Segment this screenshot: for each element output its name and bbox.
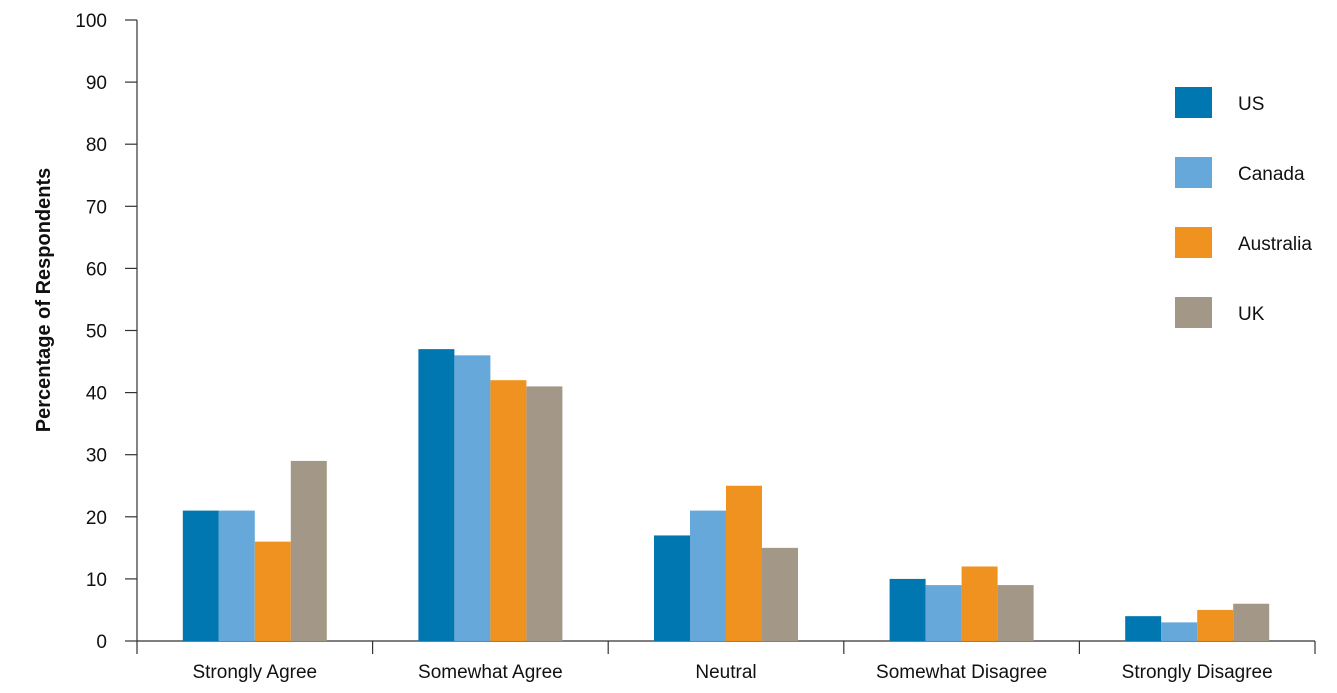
x-tick-label: Strongly Agree xyxy=(192,662,317,683)
bar-us xyxy=(654,535,690,641)
bar-canada xyxy=(218,510,255,641)
bar-uk xyxy=(290,460,327,641)
bar-uk xyxy=(1233,603,1270,641)
y-tick-label: 60 xyxy=(86,259,107,280)
bar-us xyxy=(418,349,455,641)
y-tick-label: 100 xyxy=(75,11,107,32)
y-tick-label: 90 xyxy=(86,73,107,94)
legend-swatch xyxy=(1175,227,1212,258)
bar-us xyxy=(182,510,219,641)
bar-uk xyxy=(762,547,798,641)
bar-canada xyxy=(925,585,962,641)
legend-swatch xyxy=(1175,297,1212,328)
legend: US Canada Australia UK xyxy=(1175,87,1312,328)
y-tick-label: 20 xyxy=(86,508,107,529)
bar-canada xyxy=(454,355,491,641)
y-tick-label: 10 xyxy=(86,570,107,591)
bar-canada xyxy=(690,510,726,641)
bar-us xyxy=(889,578,926,641)
x-axis-ticks: Strongly Agree Somewhat Agree Neutral Somew… xyxy=(136,641,1316,683)
y-tick-label: 70 xyxy=(86,197,107,218)
bar-uk xyxy=(526,386,563,641)
y-tick-label: 30 xyxy=(86,446,107,467)
bar-australia xyxy=(726,485,762,641)
y-axis-ticks: 0 10 20 30 40 50 60 70 80 90 100 xyxy=(75,11,137,653)
bars xyxy=(182,349,1270,641)
legend-label: Canada xyxy=(1238,164,1305,185)
y-tick-label: 40 xyxy=(86,384,107,405)
bar-australia xyxy=(254,541,291,641)
legend-swatch xyxy=(1175,87,1212,118)
y-axis-title: Percentage of Respondents xyxy=(33,168,55,433)
bar-canada xyxy=(1161,622,1198,641)
y-tick-label: 0 xyxy=(96,632,107,653)
legend-label: Australia xyxy=(1238,234,1312,255)
bar-australia xyxy=(961,566,998,641)
bar-us xyxy=(1125,616,1162,641)
y-tick-label: 80 xyxy=(86,135,107,156)
bar-uk xyxy=(997,585,1034,641)
x-tick-label: Somewhat Disagree xyxy=(876,662,1047,683)
x-tick-label: Neutral xyxy=(695,662,756,683)
legend-swatch xyxy=(1175,157,1212,188)
x-tick-label: Strongly Disagree xyxy=(1122,662,1273,683)
y-tick-label: 50 xyxy=(86,322,107,343)
x-tick-label: Somewhat Agree xyxy=(418,662,563,683)
bar-australia xyxy=(490,380,527,641)
bar-australia xyxy=(1197,609,1234,641)
legend-label: UK xyxy=(1238,304,1265,325)
legend-label: US xyxy=(1238,94,1264,115)
